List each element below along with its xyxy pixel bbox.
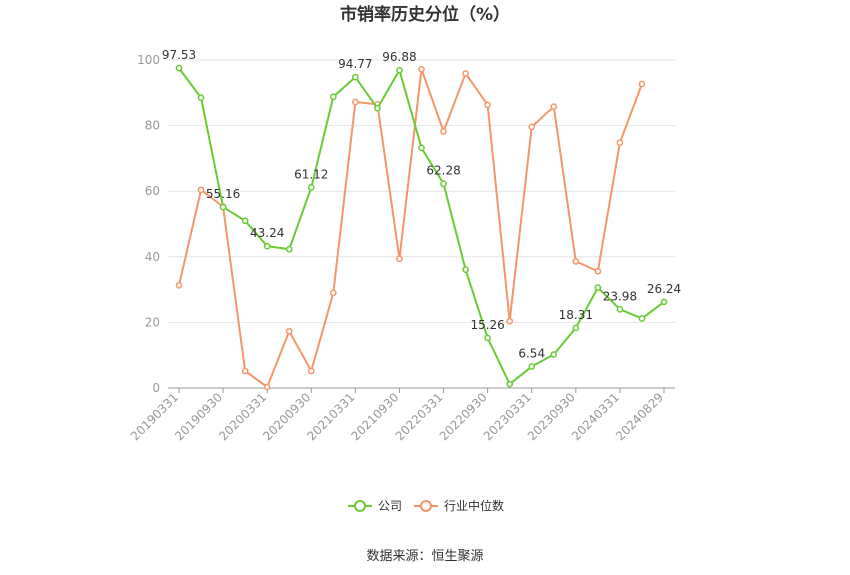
data-point xyxy=(440,128,447,135)
data-point xyxy=(352,98,359,106)
data-label: 55.16 xyxy=(206,187,240,201)
y-tick-label: 40 xyxy=(145,250,160,264)
data-point xyxy=(594,284,602,291)
series-layer xyxy=(175,64,668,391)
data-label: 94.77 xyxy=(338,57,372,71)
data-point xyxy=(638,315,646,322)
x-axis: 2019033120190930202003312020093020210331… xyxy=(128,387,675,443)
data-label: 26.24 xyxy=(647,282,681,296)
y-tick-label: 80 xyxy=(145,119,160,133)
y-tick-label: 100 xyxy=(137,53,160,67)
data-point xyxy=(484,101,491,109)
chart-title: 市销率历史分位（%） xyxy=(340,4,510,25)
data-label: 6.54 xyxy=(518,347,545,361)
data-point xyxy=(418,65,425,73)
series-line-industry xyxy=(178,68,643,389)
data-point xyxy=(396,66,403,74)
data-point xyxy=(462,266,469,273)
data-label: 18.31 xyxy=(559,308,593,322)
y-tick-label: 60 xyxy=(145,184,160,198)
data-point xyxy=(528,123,536,131)
y-axis: 0 20 40 60 80 100 xyxy=(137,53,160,395)
data-point xyxy=(550,351,558,358)
data-point xyxy=(263,242,271,250)
legend-item-industry[interactable]: 行业中位数 xyxy=(414,498,504,513)
data-point xyxy=(506,317,514,325)
legend-item-company[interactable]: 公司 xyxy=(348,499,402,513)
data-labels: 97.53 55.16 43.24 61.12 94.77 96.88 62.28 15.26… xyxy=(162,48,681,360)
data-point xyxy=(440,180,447,188)
data-point xyxy=(528,363,536,370)
data-label: 96.88 xyxy=(382,50,416,64)
data-label: 23.98 xyxy=(603,289,637,303)
data-point xyxy=(616,139,624,147)
data-point xyxy=(374,104,381,112)
data-label: 97.53 xyxy=(162,48,196,62)
data-point xyxy=(418,144,425,152)
data-point xyxy=(197,186,205,194)
data-point xyxy=(263,383,271,391)
data-point xyxy=(572,258,580,265)
legend-marker xyxy=(420,500,432,512)
data-point xyxy=(572,324,580,332)
data-point xyxy=(484,334,491,342)
data-point xyxy=(352,73,359,81)
legend[interactable]: 公司 行业中位数 xyxy=(348,498,504,513)
data-point xyxy=(307,367,315,375)
data-label: 15.26 xyxy=(470,318,504,332)
data-point xyxy=(462,70,469,77)
source-note: 数据来源：恒生聚源 xyxy=(366,549,483,564)
data-label: 43.24 xyxy=(250,226,284,240)
data-point xyxy=(506,380,514,388)
grid-lines xyxy=(168,59,675,323)
data-point xyxy=(197,94,205,102)
y-tick-label: 20 xyxy=(145,315,160,329)
legend-marker xyxy=(354,500,366,512)
data-point xyxy=(550,103,558,110)
data-point xyxy=(396,255,403,263)
legend-label: 公司 xyxy=(378,499,402,513)
data-label: 61.12 xyxy=(294,168,328,182)
data-point xyxy=(594,267,602,275)
data-point xyxy=(175,281,183,289)
y-tick-label: 0 xyxy=(152,381,160,395)
data-point xyxy=(241,367,249,375)
data-point xyxy=(175,64,183,72)
data-point xyxy=(307,184,315,191)
data-point xyxy=(285,327,293,335)
data-point xyxy=(241,217,249,225)
data-point xyxy=(638,80,646,88)
data-point xyxy=(285,245,293,253)
data-point xyxy=(616,305,624,313)
data-label: 62.28 xyxy=(426,164,460,178)
legend-label: 行业中位数 xyxy=(444,498,504,513)
data-point xyxy=(329,93,337,101)
data-point xyxy=(219,203,227,211)
data-point xyxy=(329,289,337,297)
data-point xyxy=(660,298,668,306)
x-tick-label: 20240829 xyxy=(613,390,666,443)
